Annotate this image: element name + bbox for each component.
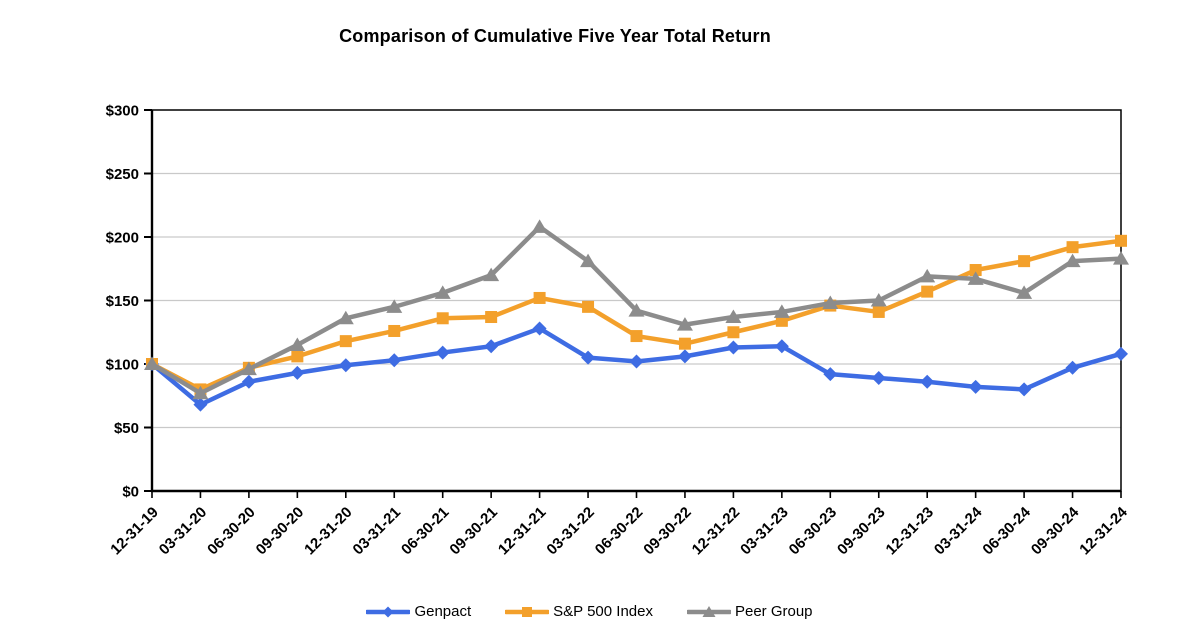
x-axis-label: 06-30-22 bbox=[592, 504, 646, 558]
x-axis-label: 03-31-22 bbox=[543, 504, 597, 558]
series-marker-peer-group bbox=[1113, 251, 1129, 265]
series-marker-peer-group bbox=[1064, 253, 1081, 268]
x-axis-label: 09-30-23 bbox=[834, 504, 888, 558]
x-axis-label: 03-31-23 bbox=[737, 504, 791, 558]
series-marker-genpact bbox=[677, 349, 692, 364]
series-marker-genpact bbox=[920, 374, 935, 389]
y-axis-label: $200 bbox=[106, 230, 139, 247]
series-marker-genpact bbox=[1114, 346, 1128, 361]
y-axis-label: $150 bbox=[106, 293, 139, 310]
x-axis-label: 06-30-23 bbox=[786, 504, 840, 558]
series-marker-s-p-500-index bbox=[1018, 255, 1031, 268]
series-marker-s-p-500-index bbox=[630, 330, 643, 343]
series-marker-genpact bbox=[338, 358, 353, 373]
legend-marker-diamond-icon bbox=[366, 606, 411, 617]
y-axis-label: $50 bbox=[114, 420, 139, 437]
x-axis-label: 12-31-23 bbox=[883, 504, 937, 558]
series-marker-peer-group bbox=[144, 356, 160, 370]
series-marker-genpact bbox=[968, 379, 983, 394]
series-marker-genpact bbox=[193, 397, 208, 412]
series-marker-genpact bbox=[532, 321, 547, 336]
x-axis-label: 12-31-21 bbox=[495, 504, 549, 558]
legend-marker-square-icon bbox=[505, 606, 550, 617]
series-marker-s-p-500-index bbox=[678, 337, 691, 350]
series-marker-peer-group bbox=[434, 285, 451, 299]
series-marker-peer-group bbox=[240, 361, 257, 376]
series-marker-peer-group bbox=[870, 293, 887, 307]
legend-item-genpact: Genpact bbox=[366, 603, 471, 620]
series-marker-s-p-500-index bbox=[1115, 234, 1127, 247]
series-marker-s-p-500-index bbox=[969, 264, 982, 277]
series-marker-genpact bbox=[581, 350, 596, 365]
x-axis-label: 12-31-19 bbox=[107, 504, 161, 558]
series-marker-genpact bbox=[290, 365, 305, 380]
legend-label-peer-group: Peer Group bbox=[734, 603, 813, 620]
x-axis-label: 06-30-20 bbox=[204, 504, 258, 558]
series-marker-peer-group bbox=[580, 253, 597, 268]
series-marker-peer-group bbox=[919, 268, 936, 283]
series-marker-peer-group bbox=[531, 219, 548, 233]
series-marker-genpact bbox=[823, 367, 838, 382]
series-marker-genpact bbox=[387, 353, 402, 368]
series-marker-s-p-500-index bbox=[582, 300, 595, 313]
series-marker-genpact bbox=[484, 339, 499, 354]
series-marker-genpact bbox=[871, 370, 886, 385]
chart-legend: Genpact S&P 500 Index Peer Group bbox=[0, 603, 1179, 620]
series-marker-peer-group bbox=[725, 309, 742, 324]
legend-marker-triangle-icon bbox=[686, 605, 731, 617]
series-marker-s-p-500-index bbox=[921, 285, 934, 298]
x-axis-label: 09-30-24 bbox=[1028, 503, 1083, 558]
x-axis-label: 12-31-20 bbox=[301, 504, 355, 558]
series-marker-peer-group bbox=[289, 337, 306, 351]
series-marker-peer-group bbox=[967, 271, 984, 285]
x-axis-label: 09-30-20 bbox=[253, 504, 307, 558]
series-marker-genpact bbox=[241, 374, 256, 389]
series-marker-s-p-500-index bbox=[436, 312, 449, 325]
x-axis-label: 09-30-22 bbox=[640, 504, 694, 558]
x-axis-label: 06-30-24 bbox=[979, 503, 1034, 558]
series-marker-s-p-500-index bbox=[339, 335, 352, 348]
x-axis-label: 06-30-21 bbox=[398, 504, 452, 558]
chart-title: Comparison of Cumulative Five Year Total… bbox=[339, 26, 771, 46]
series-marker-s-p-500-index bbox=[727, 326, 740, 339]
series-marker-genpact bbox=[1017, 382, 1032, 397]
series-marker-peer-group bbox=[1016, 285, 1033, 299]
series-marker-peer-group bbox=[822, 295, 839, 310]
series-marker-s-p-500-index bbox=[1066, 241, 1079, 254]
series-marker-peer-group bbox=[628, 303, 645, 317]
series-marker-genpact bbox=[726, 340, 741, 355]
series-marker-peer-group bbox=[773, 304, 790, 318]
x-axis-label: 09-30-21 bbox=[446, 504, 500, 558]
y-axis-label: $0 bbox=[122, 484, 139, 501]
series-marker-genpact bbox=[774, 339, 789, 354]
x-axis-label: 03-31-21 bbox=[350, 504, 404, 558]
series-marker-s-p-500-index bbox=[291, 350, 304, 363]
series-marker-s-p-500-index bbox=[872, 305, 885, 318]
series-marker-s-p-500-index bbox=[533, 291, 546, 304]
y-axis-label: $100 bbox=[106, 357, 139, 374]
series-marker-peer-group bbox=[676, 317, 693, 331]
series-marker-genpact bbox=[1065, 360, 1080, 375]
x-axis-label: 12-31-24 bbox=[1076, 503, 1131, 558]
x-axis-label: 03-31-20 bbox=[156, 504, 210, 558]
series-marker-peer-group bbox=[192, 385, 209, 400]
series-marker-peer-group bbox=[386, 299, 403, 313]
legend-label-s-p-500-index: S&P 500 Index bbox=[553, 603, 653, 620]
series-marker-genpact bbox=[435, 345, 450, 360]
y-axis-label: $250 bbox=[106, 166, 139, 183]
series-marker-s-p-500-index bbox=[485, 311, 498, 324]
series-marker-s-p-500-index bbox=[388, 324, 401, 337]
x-axis-label: 03-31-24 bbox=[931, 503, 986, 558]
series-marker-peer-group bbox=[337, 310, 354, 325]
legend-label-genpact: Genpact bbox=[414, 603, 472, 620]
y-axis-label: $300 bbox=[106, 103, 139, 120]
series-marker-genpact bbox=[629, 354, 644, 369]
legend-item-peer-group: Peer Group bbox=[686, 603, 813, 620]
series-marker-peer-group bbox=[483, 267, 500, 282]
x-axis-label: 12-31-22 bbox=[689, 504, 743, 558]
legend-item-s-p-500-index: S&P 500 Index bbox=[505, 603, 653, 620]
